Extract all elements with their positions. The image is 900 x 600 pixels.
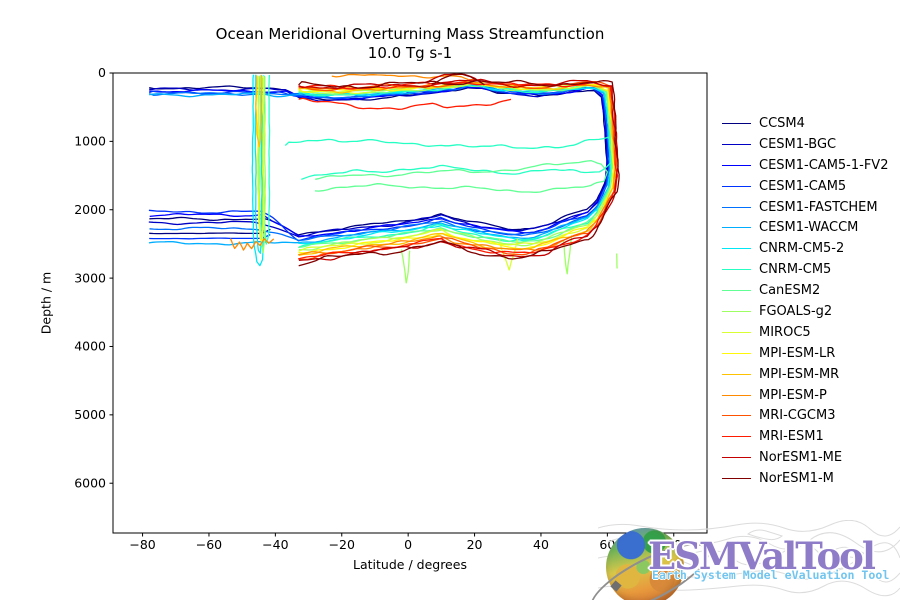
series-curve-MRI-ESM1 <box>298 97 512 110</box>
legend-item-CESM1-CAM5: CESM1-CAM5 <box>722 176 888 197</box>
y-tick-label: 2000 <box>74 202 106 217</box>
x-tick-label: −80 <box>129 537 155 552</box>
logo-subtitle: Earth System Model eValuation Tool <box>652 568 890 582</box>
series-curve-MPI-ESM-P <box>229 238 275 251</box>
legend-item-MRI-ESM1: MRI-ESM1 <box>722 426 888 447</box>
chart-subtitle: 10.0 Tg s-1 <box>367 44 453 62</box>
series-curve-CCSM4 <box>149 228 271 235</box>
legend-swatch <box>722 478 751 480</box>
legend-item-CESM1-BGC: CESM1-BGC <box>722 134 888 155</box>
legend-swatch <box>722 206 751 208</box>
series-curve-NorESM1-M <box>431 73 485 86</box>
legend-swatch <box>722 415 751 417</box>
legend-item-MIROC5: MIROC5 <box>722 322 888 343</box>
legend-label: MPI-ESM-LR <box>759 345 836 361</box>
series-curve-MPI-ESM-P <box>331 73 469 81</box>
legend-label: CESM1-CAM5-1-FV2 <box>759 157 889 173</box>
legend-swatch <box>722 457 751 459</box>
legend-label: MRI-ESM1 <box>759 429 824 445</box>
legend-item-CanESM2: CanESM2 <box>722 280 888 301</box>
x-tick-label: 0 <box>404 537 412 552</box>
legend-item-CESM1-CAM5-1-FV2: CESM1-CAM5-1-FV2 <box>722 155 888 176</box>
legend-label: CNRM-CM5-2 <box>759 241 845 257</box>
series-curves <box>148 73 620 284</box>
series-curve-CESM1-WACCM <box>148 83 611 246</box>
legend-item-NorESM1-ME: NorESM1-ME <box>722 447 888 468</box>
series-curve-FGOALS-g2 <box>258 76 267 254</box>
legend-label: CESM1-BGC <box>759 136 837 152</box>
legend-swatch <box>722 352 751 354</box>
legend-swatch <box>722 143 751 145</box>
legend-swatch <box>722 310 751 312</box>
legend-swatch <box>722 290 751 292</box>
y-tick-label: 4000 <box>74 339 106 354</box>
legend-swatch <box>722 394 751 396</box>
legend-item-MPI-ESM-P: MPI-ESM-P <box>722 385 888 406</box>
legend-item-CCSM4: CCSM4 <box>722 113 888 134</box>
legend-swatch <box>722 248 751 250</box>
legend-item-CESM1-FASTCHEM: CESM1-FASTCHEM <box>722 197 888 218</box>
chart-title: Ocean Meridional Overturning Mass Stream… <box>215 25 605 43</box>
legend-label: CESM1-CAM5 <box>759 178 847 194</box>
legend-item-CNRM-CM5: CNRM-CM5 <box>722 259 888 280</box>
y-tick-label: 1000 <box>74 134 106 149</box>
legend-swatch <box>722 373 751 375</box>
legend-item-MRI-CGCM3: MRI-CGCM3 <box>722 405 888 426</box>
y-tick-label: 6000 <box>74 475 106 490</box>
legend-swatch <box>722 436 751 438</box>
legend-item-CNRM-CM5-2: CNRM-CM5-2 <box>722 238 888 259</box>
x-tick-label: 20 <box>467 537 483 552</box>
legend-label: MRI-CGCM3 <box>759 408 836 424</box>
series-curve-FGOALS-g2 <box>400 249 411 284</box>
series-curve-CanESM2 <box>314 160 608 193</box>
series-curve-CESM1-CAM5 <box>149 234 271 240</box>
series-curve-MPI-ESM-MR <box>255 74 262 148</box>
x-axis-label: Latitude / degrees <box>353 557 467 572</box>
y-tick-label: 0 <box>98 65 106 80</box>
legend-item-CESM1-WACCM: CESM1-WACCM <box>722 217 888 238</box>
legend-label: FGOALS-g2 <box>759 303 833 319</box>
plot-area <box>112 72 708 534</box>
legend: CCSM4 CESM1-BGC CESM1-CAM5-1-FV2 CESM1-CAM5… <box>722 113 888 489</box>
logo-title: ESMValTool <box>648 534 876 578</box>
legend-item-FGOALS-g2: FGOALS-g2 <box>722 301 888 322</box>
legend-swatch <box>722 122 751 124</box>
legend-item-MPI-ESM-LR: MPI-ESM-LR <box>722 343 888 364</box>
legend-label: NorESM1-ME <box>759 450 843 466</box>
legend-swatch <box>722 269 751 271</box>
legend-label: MPI-ESM-P <box>759 387 827 403</box>
y-tick-label: 3000 <box>74 270 106 285</box>
legend-label: MPI-ESM-MR <box>759 366 840 382</box>
legend-label: CNRM-CM5 <box>759 262 832 278</box>
esmvaltool-logo: ESMValTool Earth System Model eValuation… <box>581 520 900 600</box>
series-curve-CNRM-CM5-2 <box>254 74 263 254</box>
legend-label: CanESM2 <box>759 283 821 299</box>
legend-item-NorESM1-M: NorESM1-M <box>722 468 888 489</box>
legend-label: CCSM4 <box>759 115 805 131</box>
y-tick-label: 5000 <box>74 407 106 422</box>
legend-label: NorESM1-M <box>759 471 834 487</box>
series-curve-CESM1-CAM5 <box>148 84 610 242</box>
series-curve-NorESM1-M <box>298 79 620 267</box>
legend-swatch <box>722 227 751 229</box>
series-curve-CESM1-CAM5-1-FV2 <box>149 86 609 237</box>
x-tick-label: 40 <box>533 537 549 552</box>
x-tick-label: −60 <box>196 537 222 552</box>
legend-label: CESM1-WACCM <box>759 220 859 236</box>
x-tick-label: −40 <box>262 537 288 552</box>
y-axis-label: Depth / m <box>38 271 54 335</box>
series-curve-FGOALS-g2 <box>562 235 573 275</box>
legend-swatch <box>722 331 751 333</box>
legend-item-MPI-ESM-MR: MPI-ESM-MR <box>722 364 888 385</box>
legend-swatch <box>722 185 751 187</box>
series-curve-CNRM-CM5 <box>284 136 615 181</box>
legend-label: MIROC5 <box>759 324 811 340</box>
legend-label: CESM1-FASTCHEM <box>759 199 878 215</box>
legend-swatch <box>722 164 751 166</box>
series-curve-MPI-ESM-LR <box>256 75 265 243</box>
x-tick-label: −20 <box>329 537 355 552</box>
